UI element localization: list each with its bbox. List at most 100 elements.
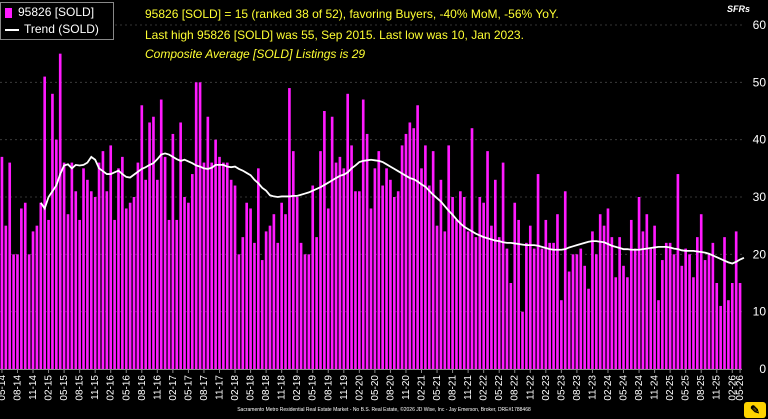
bar [715, 283, 719, 369]
bar [163, 156, 167, 369]
bar [427, 185, 431, 369]
bar [58, 53, 62, 370]
bar [346, 93, 350, 370]
bar [517, 219, 520, 369]
bar [74, 191, 78, 369]
x-tick-label: 05-26 [735, 375, 746, 401]
bar [264, 231, 268, 369]
x-tick-label: 05-20 [370, 375, 381, 401]
bar [179, 122, 182, 369]
bar [435, 225, 439, 369]
bar [657, 300, 660, 369]
bar [20, 208, 23, 369]
bar [132, 197, 136, 369]
x-tick-label: 05-18 [246, 375, 257, 401]
bar [400, 145, 404, 369]
bar [284, 214, 287, 369]
bar [459, 191, 462, 369]
bar [567, 271, 571, 369]
legend-entry-trend: Trend (SOLD) [5, 22, 99, 36]
bar [431, 151, 435, 369]
bar [408, 122, 412, 369]
x-tick-label: 11-24 [650, 375, 661, 400]
bar [105, 191, 109, 369]
y-axis: 0 10 20 30 40 50 60 [753, 18, 767, 376]
bar [598, 214, 602, 369]
bar [478, 197, 482, 369]
x-tick-label: 02-20 [354, 375, 365, 401]
units-label: SFRs [726, 4, 750, 14]
bar [124, 208, 128, 369]
bar [688, 254, 691, 369]
bar [389, 179, 392, 369]
bar [167, 219, 171, 369]
y-tick-label: 30 [753, 190, 767, 204]
bar [610, 237, 614, 369]
bar [113, 219, 116, 369]
bar [637, 197, 641, 369]
bar [148, 122, 151, 369]
bar [245, 202, 249, 369]
bar [27, 254, 31, 369]
bar [4, 225, 8, 369]
bar [229, 179, 233, 369]
bar [214, 139, 217, 369]
bar [156, 179, 159, 369]
bar [218, 156, 221, 369]
x-tick-label: 11-25 [712, 375, 723, 400]
bar [171, 133, 175, 369]
bar [528, 225, 532, 369]
x-tick-label: 05-19 [308, 375, 319, 401]
bar [202, 162, 206, 369]
bar [93, 197, 97, 369]
bar [62, 162, 66, 369]
bar [315, 237, 318, 369]
bar [591, 231, 594, 369]
bar [8, 162, 12, 369]
x-tick-label: 05-24 [619, 375, 630, 401]
bar [633, 248, 637, 369]
bar [466, 231, 470, 369]
bar [696, 237, 699, 369]
bar [109, 145, 113, 369]
bar [272, 214, 276, 369]
bar [606, 208, 610, 369]
x-tick-label: 11-21 [463, 375, 474, 400]
bar [645, 214, 649, 369]
bar [323, 111, 326, 369]
bar [416, 105, 419, 370]
bar [548, 242, 552, 369]
x-tick-label: 05-17 [183, 375, 194, 401]
bar [51, 93, 54, 370]
bar [253, 242, 256, 369]
bar [39, 202, 43, 369]
bar [719, 305, 722, 369]
bar [439, 179, 443, 369]
bar [501, 162, 505, 369]
x-tick-label: 08-22 [510, 375, 521, 401]
bar [474, 237, 478, 369]
bar [653, 225, 656, 369]
bar [521, 311, 524, 369]
bar [307, 254, 311, 369]
bar [0, 156, 4, 369]
bar [614, 277, 618, 369]
bar [420, 168, 423, 369]
annotation-composite: Composite Average [SOLD] Listings is 29 [145, 47, 366, 61]
bar [280, 202, 283, 369]
bar [703, 260, 707, 369]
bar [311, 185, 315, 369]
legend: 95826 [SOLD] Trend (SOLD) [0, 2, 114, 40]
bar [626, 277, 629, 369]
bar [55, 139, 58, 369]
bar [260, 260, 264, 369]
bar [334, 162, 338, 369]
bar [583, 265, 586, 369]
bar [350, 145, 353, 369]
bar [365, 133, 369, 369]
bar [730, 283, 734, 369]
x-tick-label: 08-20 [385, 375, 396, 401]
bar [622, 265, 625, 369]
brand-logo-icon: ✎ [744, 402, 766, 418]
bar [249, 208, 252, 369]
